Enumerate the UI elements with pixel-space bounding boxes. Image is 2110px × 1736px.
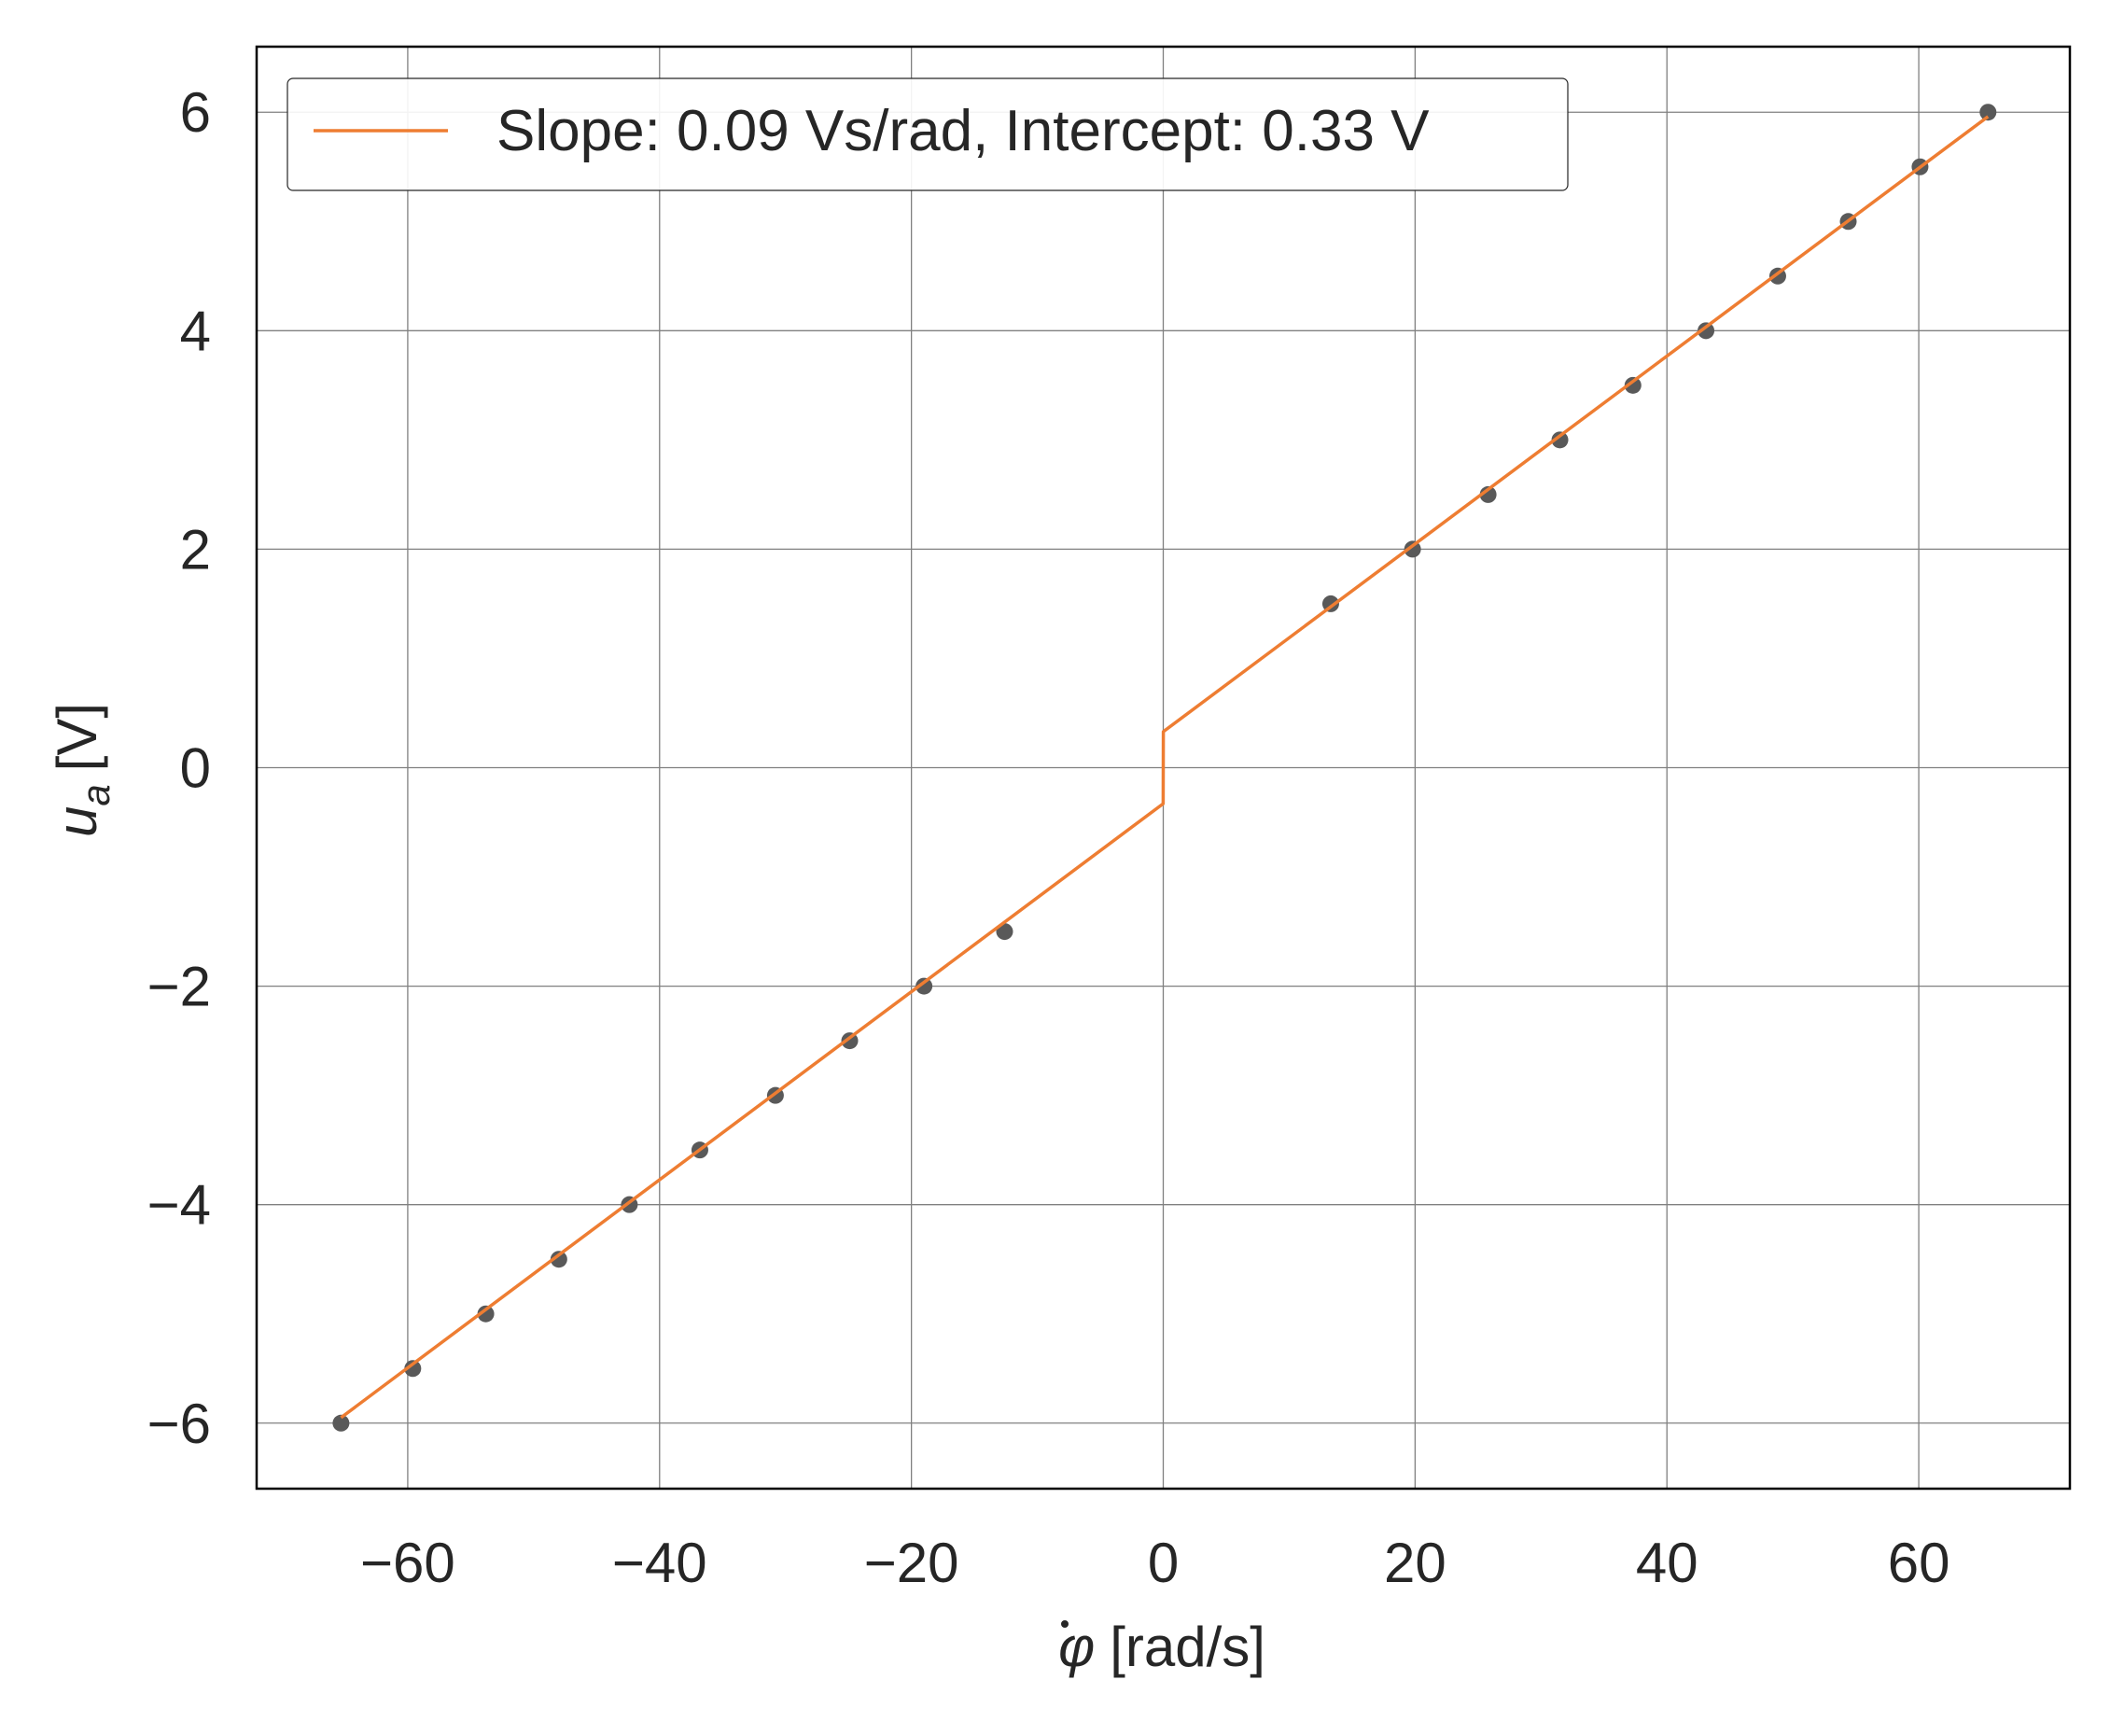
plot-content — [332, 104, 1997, 1432]
x-tick-label: 40 — [1636, 1532, 1698, 1594]
legend-label: Slope: 0.09 Vs/rad, Intercept: 0.33 V — [496, 99, 1430, 163]
data-point — [1404, 540, 1421, 558]
y-tick-label: −4 — [147, 1174, 211, 1237]
y-axis-label: ua [V] — [46, 703, 118, 837]
data-point — [1479, 485, 1497, 503]
y-axis-subscript: a — [74, 784, 118, 805]
x-tick-label: −20 — [864, 1532, 959, 1594]
x-axis-label: φ [rad/s] — [1058, 1616, 1265, 1678]
data-point — [1979, 104, 1997, 121]
y-tick-label: −2 — [147, 956, 211, 1018]
x-axis-symbol-dot — [1061, 1620, 1069, 1628]
x-axis-unit: [rad/s] — [1110, 1616, 1265, 1678]
data-point — [1551, 431, 1569, 449]
x-tick-labels: −60 −40 −20 0 20 40 60 — [360, 1532, 1949, 1594]
x-tick-label: 60 — [1888, 1532, 1950, 1594]
data-point — [550, 1251, 567, 1268]
legend-box — [286, 77, 1569, 191]
y-tick-labels: −6 −4 −2 0 2 4 6 — [147, 81, 211, 1455]
y-axis-unit: [V] — [46, 703, 108, 771]
data-point — [332, 1414, 350, 1432]
x-tick-label: −60 — [360, 1532, 455, 1594]
data-point — [915, 977, 933, 995]
y-tick-label: 4 — [180, 300, 211, 362]
y-tick-label: 2 — [180, 518, 211, 581]
x-tick-label: 20 — [1384, 1532, 1446, 1594]
fit-line — [340, 115, 1990, 1420]
data-point — [996, 923, 1013, 941]
y-axis-symbol: u — [46, 806, 108, 837]
legend: Slope: 0.09 Vs/rad, Intercept: 0.33 V — [286, 77, 1569, 191]
plot-frame — [255, 45, 2072, 1491]
data-point — [1698, 322, 1715, 340]
data-point — [1624, 376, 1642, 394]
x-tick-label: 0 — [1148, 1532, 1179, 1594]
data-point — [477, 1305, 495, 1323]
y-tick-label: 6 — [180, 81, 211, 144]
data-point — [404, 1360, 422, 1378]
y-tick-label: −6 — [147, 1393, 211, 1455]
x-tick-label: −40 — [612, 1532, 707, 1594]
y-tick-label: 0 — [180, 737, 211, 800]
